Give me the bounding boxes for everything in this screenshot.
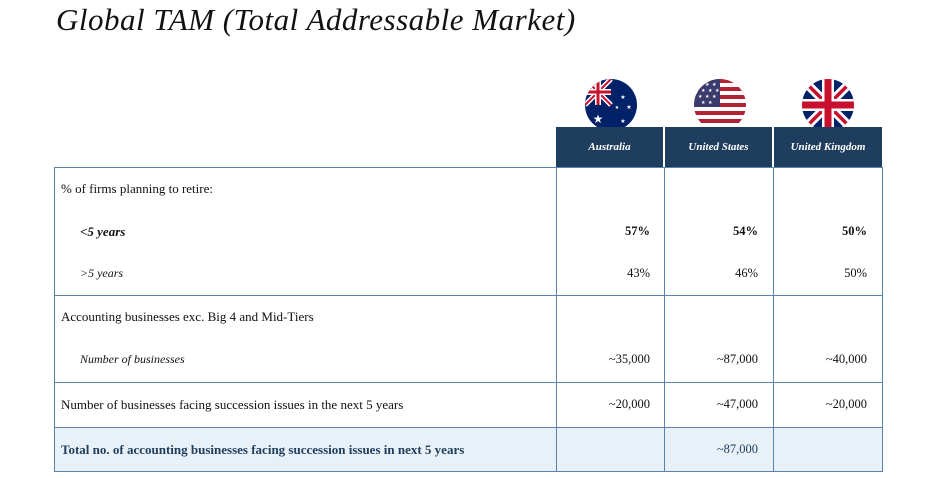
svg-text:★: ★ [715,88,720,94]
svg-text:★: ★ [708,100,713,106]
succession-australia: ~20,000 [608,397,650,411]
svg-text:★: ★ [698,94,703,100]
retire-gt5-australia: 43% [627,266,650,280]
accounting-section: Accounting businesses exc. Big 4 and Mid… [54,295,883,383]
svg-text:★: ★ [701,88,706,94]
tam-table: Australia United States United Kingdom %… [54,127,883,472]
page-title: Global TAM (Total Addressable Market) [56,2,576,37]
australia-flag-icon: ★ ★ ★ ★ ★ [585,79,637,131]
svg-text:★: ★ [705,94,710,100]
retire-row-label-lt5: <5 years [80,224,126,239]
svg-text:★: ★ [701,100,706,106]
svg-text:★: ★ [708,88,713,94]
retire-lt5-australia: 57% [625,224,650,238]
svg-text:★: ★ [712,94,717,100]
total-label: Total no. of accounting businesses facin… [61,442,465,457]
retire-gt5-uk: 50% [844,266,867,280]
uk-flag-icon [802,79,854,131]
succession-uk: ~20,000 [825,397,867,411]
column-header-united-states: United States [665,127,772,167]
column-header-australia: Australia [556,127,663,167]
svg-text:★: ★ [712,82,717,88]
svg-text:★: ★ [705,82,710,88]
total-value: ~87,000 [716,442,758,456]
total-row: Total no. of accounting businesses facin… [54,427,883,472]
svg-text:★: ★ [620,94,625,101]
retire-section-label: % of firms planning to retire: [61,181,213,196]
svg-text:★: ★ [620,118,625,125]
accounting-us: ~87,000 [716,352,758,366]
svg-text:★: ★ [626,104,631,111]
column-header-united-kingdom: United Kingdom [774,127,882,167]
retire-gt5-us: 46% [735,266,758,280]
retire-lt5-uk: 50% [842,224,867,238]
retire-section: % of firms planning to retire: <5 years … [54,167,883,296]
succession-row: Number of businesses facing succession i… [54,382,883,428]
retire-lt5-us: 54% [733,224,758,238]
retire-row-label-gt5: >5 years [80,266,124,280]
accounting-section-label: Accounting businesses exc. Big 4 and Mid… [61,309,314,324]
accounting-australia: ~35,000 [608,352,650,366]
us-flag-icon: ★ ★ ★ ★ ★ ★ ★ ★ ★ ★ ★ [694,79,746,131]
accounting-uk: ~40,000 [825,352,867,366]
accounting-sub-label: Number of businesses [80,352,185,366]
svg-text:★: ★ [615,105,620,111]
succession-us: ~47,000 [716,397,758,411]
svg-text:★: ★ [593,112,604,126]
succession-label: Number of businesses facing succession i… [61,397,404,412]
